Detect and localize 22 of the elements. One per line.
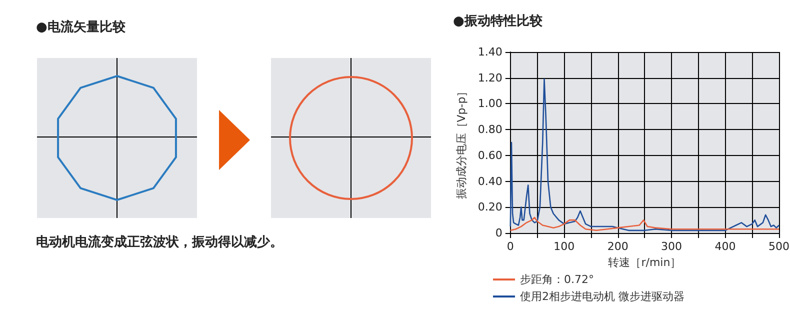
x-tick-label: 300 [661,240,682,253]
line-series [510,216,780,232]
y-tick-label: 1.40 [478,46,502,58]
x-axis-title: 转速［r/min］ [608,256,682,269]
y-tick-label: 1.20 [478,71,502,84]
y-tick-label: 0.60 [478,148,502,162]
x-tick-label: 400 [714,240,736,253]
legend-label: 使用2相步进电动机 微步进驱动器 [520,290,684,303]
legend-label: 步距角：0.72° [520,273,594,286]
x-tick-label: 100 [554,240,575,253]
y-tick-label: 0.40 [478,174,502,188]
x-tick-label: 200 [607,240,628,253]
y-tick-label: 1.00 [478,97,502,110]
chart-title: ●振动特性比较 [453,13,544,29]
y-tick-label: 0.80 [478,123,502,136]
y-tick-label: 0 [495,226,502,240]
x-tick-label: 500 [768,240,790,253]
x-tick-label: 0 [506,240,514,253]
y-axis-title: 振动成分电压［Vp-p］ [455,86,468,200]
text: 电动机电流变成正弦波状，振动得以减少。 [36,234,283,251]
text: ●电流矢量比较 [36,18,126,36]
y-tick-label: 0.20 [478,200,502,214]
